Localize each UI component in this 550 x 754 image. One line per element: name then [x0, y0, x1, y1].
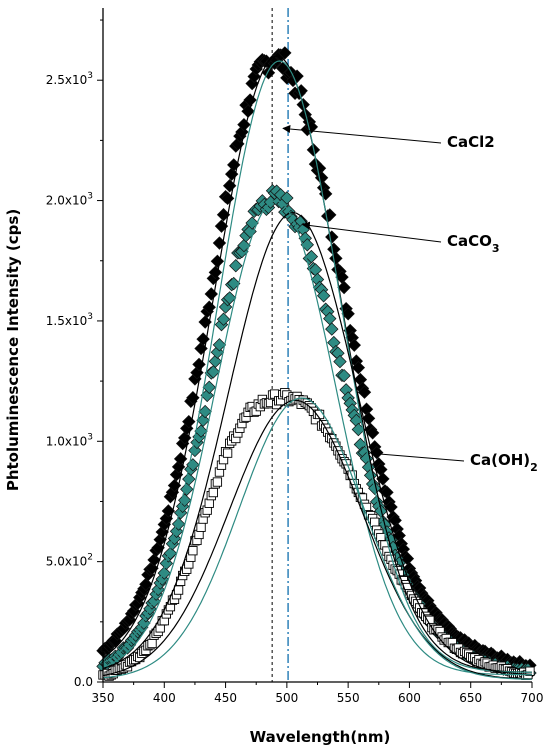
x-tick-label: 550	[337, 691, 360, 705]
data-point	[325, 322, 339, 336]
data-point	[182, 472, 196, 486]
data-point	[357, 385, 372, 399]
data-point	[196, 413, 210, 427]
data-point	[347, 338, 361, 352]
x-tick-label: 500	[275, 691, 298, 705]
data-point	[341, 307, 355, 321]
data-point	[333, 354, 347, 369]
data-point	[525, 666, 535, 676]
y-tick-label: 5.0x102	[46, 553, 93, 569]
y-tick-label: 1.5x103	[46, 312, 93, 328]
x-tick-label: 600	[398, 691, 421, 705]
data-point	[227, 276, 241, 291]
annotation-label: CaCl2	[447, 133, 495, 151]
data-point	[222, 291, 237, 305]
data-point	[208, 487, 218, 498]
y-tick-label: 0.0	[74, 675, 93, 689]
data-point	[180, 482, 194, 496]
y-axis-title: Phtoluminescence Intensity (cps)	[4, 209, 22, 491]
data-point	[163, 546, 178, 560]
x-axis-title: Wavelength(nm)	[250, 728, 391, 746]
data-point	[139, 577, 153, 591]
data-point	[202, 300, 216, 314]
x-tick-label: 650	[459, 691, 482, 705]
data-point	[351, 360, 366, 375]
data-point	[147, 553, 161, 567]
data-point	[204, 287, 218, 301]
annotation-arrow	[370, 449, 465, 462]
data-point	[361, 411, 376, 426]
data-point	[243, 93, 257, 107]
data-point	[325, 230, 339, 244]
data-point	[145, 561, 159, 575]
data-point	[376, 472, 390, 486]
data-point	[278, 46, 292, 60]
y-tick-label: 2.5x103	[46, 71, 93, 87]
data-point	[216, 312, 231, 326]
data-point	[337, 280, 351, 295]
data-point	[329, 251, 343, 266]
data-point	[316, 289, 331, 303]
x-tick-label: 450	[214, 691, 237, 705]
data-point	[212, 477, 223, 487]
data-point	[192, 357, 206, 372]
x-tick-label: 700	[521, 691, 544, 705]
y-tick-label: 2.0x103	[46, 192, 93, 208]
fit-curve	[102, 397, 533, 680]
data-point	[173, 585, 184, 595]
fit-curve	[102, 60, 532, 673]
fit-curve	[102, 212, 532, 675]
data-point	[337, 368, 351, 383]
data-point	[159, 511, 174, 526]
data-point	[304, 120, 319, 134]
data-point	[365, 426, 380, 440]
data-point	[304, 249, 319, 264]
series-caco3	[96, 184, 537, 680]
data-point	[261, 66, 276, 80]
fit-curve	[102, 200, 532, 676]
data-point	[212, 338, 227, 352]
data-point	[245, 216, 259, 230]
data-point	[208, 354, 223, 369]
x-tick-label: 400	[153, 691, 176, 705]
annotation-arrow	[282, 125, 442, 144]
data-point	[169, 467, 184, 482]
data-point	[202, 380, 216, 394]
annotation-label: CaCO3	[447, 232, 500, 255]
y-tick-label: 1.0x103	[46, 432, 93, 448]
data-point	[222, 448, 233, 458]
data-point	[327, 242, 341, 256]
data-point	[370, 517, 380, 527]
data-point	[188, 546, 198, 556]
data-point	[204, 498, 214, 508]
data-point	[210, 254, 225, 268]
x-tick-label: 350	[92, 691, 115, 705]
data-point	[159, 556, 174, 571]
fit-curve	[102, 399, 532, 680]
data-point	[237, 238, 251, 253]
data-point	[198, 404, 212, 419]
data-point	[206, 365, 221, 379]
data-point	[229, 259, 243, 273]
data-point	[178, 493, 192, 507]
data-point	[245, 76, 259, 91]
annotation-label: Ca(OH)2	[470, 451, 538, 474]
annotation-arrow	[301, 221, 442, 243]
data-point	[300, 238, 314, 252]
data-point	[147, 638, 157, 649]
data-point	[280, 191, 294, 205]
data-point	[196, 522, 206, 532]
